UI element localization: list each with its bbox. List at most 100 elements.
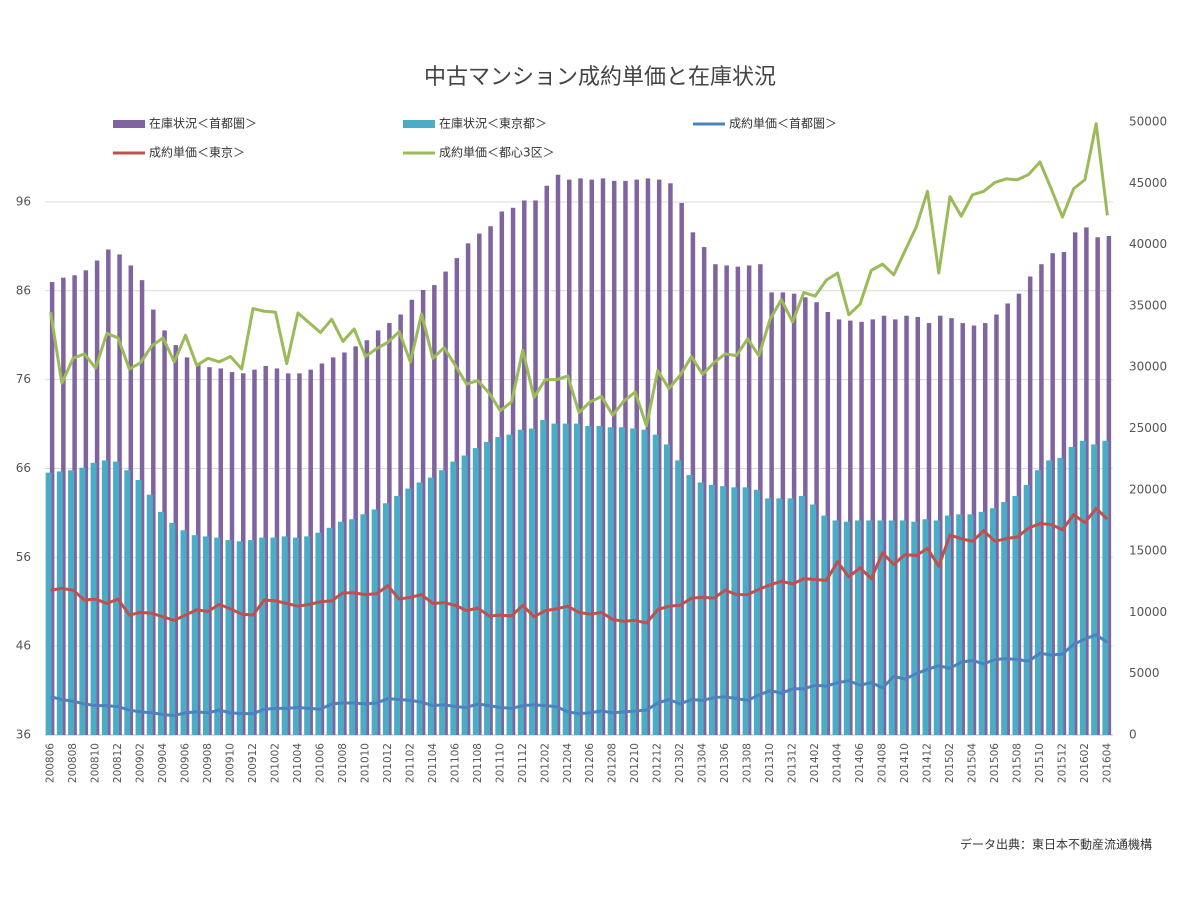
bar (656, 179, 662, 735)
bar (652, 434, 659, 735)
bar (753, 489, 760, 735)
bar (207, 367, 212, 735)
bar (791, 293, 797, 735)
legend-swatch (113, 120, 145, 128)
bar (432, 285, 437, 735)
x-tick-label: 201006 (314, 743, 326, 783)
bar (746, 265, 752, 735)
y-tick-label: 96 (16, 194, 31, 208)
bar (79, 467, 86, 735)
y2-tick-label: 15000 (1129, 544, 1167, 558)
bar (1095, 237, 1100, 735)
bar (937, 315, 943, 735)
bar (1012, 495, 1019, 735)
bar (944, 515, 951, 735)
bar (240, 373, 246, 735)
x-tick-label: 201106 (449, 743, 461, 783)
bar (900, 520, 907, 735)
bar (630, 428, 637, 735)
bar (1106, 236, 1112, 735)
bar (191, 535, 198, 735)
bar (297, 373, 302, 735)
bar (645, 178, 651, 735)
bar (214, 537, 221, 735)
bar (274, 368, 280, 735)
bar (1057, 457, 1064, 735)
bar (758, 264, 763, 735)
bar (169, 522, 176, 735)
bar (1046, 460, 1053, 735)
bar (765, 498, 772, 735)
bar (911, 521, 918, 735)
bar (634, 179, 639, 735)
bar (540, 419, 547, 735)
y2-tick-label: 50000 (1129, 115, 1167, 129)
x-tick-label: 201408 (877, 743, 889, 783)
bar (315, 532, 322, 735)
bar (982, 323, 988, 735)
x-tick-label: 201406 (854, 743, 866, 783)
bar (106, 249, 111, 735)
bar (49, 281, 55, 735)
bar (596, 426, 603, 735)
bar (551, 423, 558, 735)
bar (529, 428, 536, 735)
y2-tick-label: 30000 (1129, 360, 1167, 374)
bar (690, 232, 696, 735)
bar (836, 319, 842, 735)
chart-title: 中古マンション成約単価と在庫状況 (424, 65, 776, 90)
bar (933, 520, 940, 735)
bar (708, 484, 715, 735)
bar (618, 427, 625, 735)
bar (1016, 293, 1022, 735)
bar (427, 477, 434, 735)
x-tick-label: 201104 (427, 743, 439, 783)
x-tick-label: 201604 (1101, 743, 1113, 783)
bar (308, 369, 313, 735)
bar (967, 514, 974, 735)
bar (472, 448, 479, 735)
bar (304, 536, 311, 735)
x-tick-label: 200810 (90, 743, 102, 783)
x-tick-label: 201308 (742, 743, 754, 783)
bar (1061, 251, 1067, 735)
bar (158, 511, 165, 735)
bar (926, 323, 932, 735)
bar (330, 357, 336, 735)
bar (517, 429, 524, 735)
bar (787, 498, 794, 735)
bar (263, 365, 268, 735)
line-series (50, 506, 1109, 625)
x-tick-label: 201112 (517, 743, 529, 783)
x-tick-label: 201404 (832, 743, 844, 783)
bar (555, 174, 561, 735)
x-tick-label: 200908 (202, 743, 214, 783)
x-tick-label: 201302 (674, 743, 686, 783)
bar (949, 318, 954, 735)
x-tick-label: 201002 (269, 743, 281, 783)
x-tick-label: 201204 (562, 743, 574, 783)
bar (821, 515, 828, 735)
bar (128, 265, 134, 735)
bar (68, 470, 75, 735)
bar (281, 536, 288, 735)
legend-label: 成約単価＜東京＞ (149, 145, 245, 160)
bar (443, 271, 448, 735)
y2-tick-label: 10000 (1129, 605, 1167, 619)
bar (814, 302, 819, 735)
legend-swatch (403, 120, 435, 128)
bar (994, 314, 999, 735)
bar (270, 537, 277, 735)
bar (544, 185, 550, 735)
bar (319, 363, 325, 735)
bar (522, 200, 527, 736)
y-tick-label: 66 (16, 461, 31, 475)
bar (117, 254, 122, 735)
x-tick-label: 201010 (359, 743, 371, 783)
x-tick-label: 201012 (382, 743, 394, 783)
bar (196, 364, 201, 735)
bar (259, 537, 266, 735)
bar (454, 258, 460, 735)
bar (405, 488, 412, 735)
bar (94, 260, 100, 735)
